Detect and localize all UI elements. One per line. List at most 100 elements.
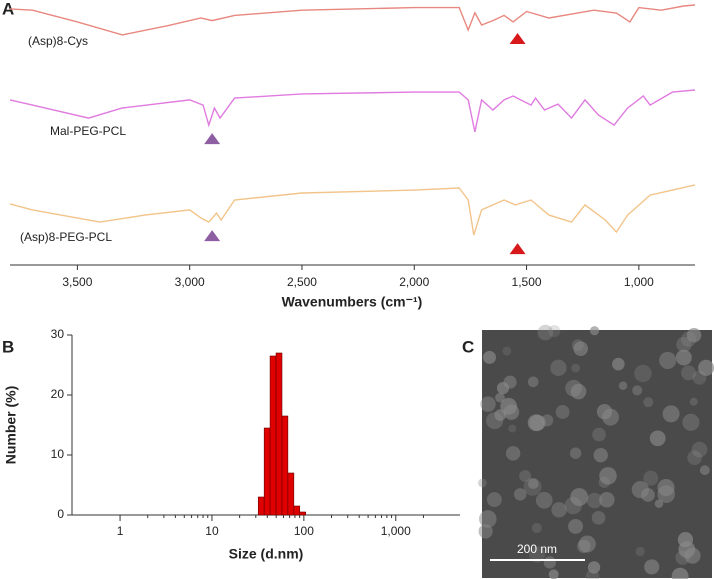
x-tick-label: 1 (117, 524, 124, 538)
nanoparticle (550, 359, 567, 377)
y-tick-label: 20 (51, 387, 65, 401)
peak-marker (509, 33, 526, 45)
nanoparticle (599, 467, 617, 485)
nanoparticle (593, 448, 608, 463)
nanoparticle (571, 363, 580, 373)
nanoparticle (618, 381, 628, 390)
peak-marker (509, 243, 526, 255)
nanoparticle (495, 392, 505, 403)
x-tick-label: 100 (294, 524, 314, 538)
nanoparticle (569, 447, 582, 459)
nanoparticle (686, 328, 702, 343)
peak-marker (204, 133, 221, 145)
x-tick-label: 1,500 (512, 275, 542, 289)
nanoparticle (671, 567, 689, 579)
nanoparticle (483, 350, 497, 364)
nanoparticle (599, 491, 615, 508)
nanoparticle (684, 547, 701, 564)
nanoparticle (643, 470, 659, 486)
nanoparticle (698, 359, 714, 376)
x-tick-label: 3,000 (175, 275, 205, 289)
nanoparticle (535, 491, 553, 509)
nanoparticle (513, 488, 527, 501)
nanoparticle (644, 559, 660, 575)
peak-marker (204, 230, 221, 242)
nanoparticle (691, 441, 708, 458)
nanoparticle (573, 341, 589, 356)
nanoparticle (548, 569, 559, 579)
nanoparticle (592, 427, 606, 442)
nanoparticle (571, 339, 584, 352)
x-axis-title: Wavenumbers (cm⁻¹) (282, 294, 423, 310)
nanoparticle (677, 531, 694, 548)
nanoparticle (543, 556, 556, 569)
nanoparticle (570, 383, 587, 400)
x-tick-label: 1,000 (624, 275, 654, 289)
nanoparticle (641, 488, 655, 502)
nanoparticle (502, 346, 512, 356)
nanoparticle (589, 326, 600, 336)
nanoparticle (555, 405, 570, 419)
nanoparticle (657, 478, 675, 497)
nanoparticle (527, 376, 539, 388)
nanoparticle (505, 446, 521, 461)
nanoparticle (681, 365, 696, 381)
nanoparticle (528, 478, 539, 490)
nanoparticle (612, 357, 625, 371)
scale-bar-label: 200 nm (517, 542, 557, 556)
histogram-bar (257, 496, 265, 516)
nanoparticle (503, 404, 520, 420)
series-label: Mal-PEG-PCL (50, 124, 126, 138)
y-tick-label: 30 (51, 327, 65, 341)
nanoparticle (602, 408, 619, 426)
nanoparticle (632, 385, 643, 396)
panel-label: C (462, 337, 474, 356)
nanoparticle (565, 379, 583, 397)
nanoparticle (570, 488, 589, 507)
x-tick-label: 2,000 (399, 275, 429, 289)
nanoparticle (527, 414, 545, 432)
panel-label: A (2, 0, 14, 18)
histogram-bar (275, 352, 283, 516)
nanoparticle (508, 424, 517, 433)
nanoparticle (699, 465, 710, 476)
nanoparticle (519, 470, 532, 483)
spectrum-line (9, 4, 696, 36)
series-label: (Asp)8-PEG-PCL (20, 230, 112, 244)
x-axis-title: Size (d.nm) (229, 546, 304, 562)
histogram-bar (299, 511, 306, 516)
y-tick-label: 10 (51, 447, 65, 461)
y-tick-label: 0 (57, 507, 64, 521)
panel-label: B (2, 337, 14, 356)
histogram-bar (293, 505, 301, 516)
x-tick-label: 10 (205, 524, 219, 538)
nanoparticle (577, 539, 591, 553)
y-axis-title: Number (%) (3, 386, 19, 465)
nanoparticle (635, 546, 645, 557)
nanoparticle (634, 364, 652, 383)
nanoparticle (659, 351, 677, 370)
nanoparticle (680, 331, 697, 347)
nanoparticle (529, 546, 546, 563)
nanoparticle (682, 413, 700, 431)
spectrum-line (9, 89, 696, 133)
nanoparticle (537, 324, 554, 341)
nanoparticle (591, 510, 606, 525)
nanoparticle (675, 349, 692, 366)
nanoparticle (654, 499, 664, 509)
nanoparticle (479, 510, 497, 528)
nanoparticle (676, 336, 692, 353)
x-tick-label: 2,500 (287, 275, 317, 289)
nanoparticle (486, 492, 502, 508)
spectrum-line (9, 184, 696, 236)
histogram-bar (269, 355, 277, 516)
nanoparticle (496, 382, 510, 395)
x-tick-label: 3,500 (62, 275, 92, 289)
histogram-bar (263, 427, 271, 516)
nanoparticle (587, 561, 601, 574)
nanoparticle (480, 396, 496, 412)
nanoparticle (531, 522, 542, 534)
nanoparticle (649, 430, 666, 447)
nanoparticle (687, 450, 702, 466)
nanoparticle (689, 397, 698, 406)
